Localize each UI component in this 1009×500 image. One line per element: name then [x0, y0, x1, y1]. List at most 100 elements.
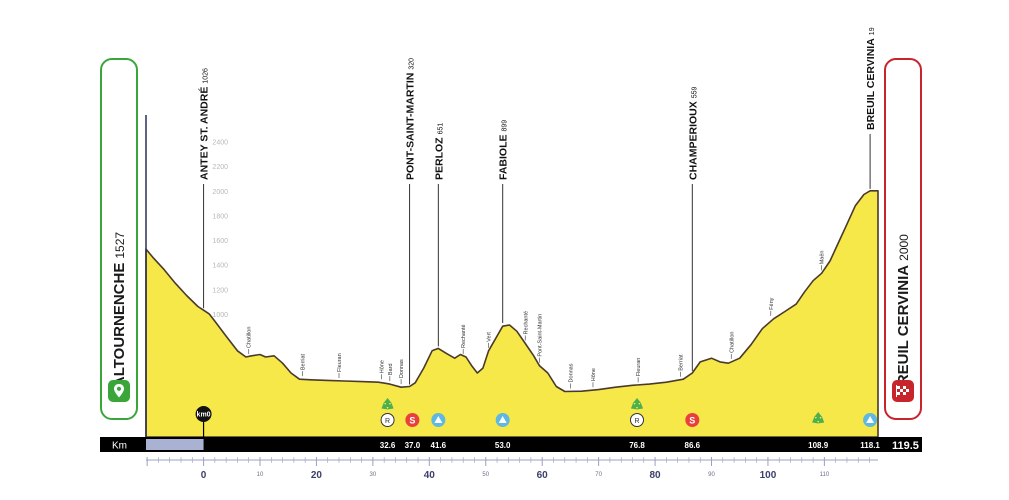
- km-bar-background: [100, 437, 922, 452]
- feed-zone-label: R: [634, 418, 639, 425]
- waypoint-label: Berriat: [678, 354, 684, 371]
- recycle-arrow: [383, 398, 392, 407]
- peak-label: ANTEY ST. ANDRÉ 1026: [198, 68, 211, 180]
- finish-panel: BREUIL CERVINIA2000: [884, 58, 922, 420]
- x-major-tick-label: 100: [760, 470, 777, 481]
- climb-triangle: [866, 416, 875, 423]
- x-minor-tick-label: 70: [595, 472, 602, 478]
- x-minor-tick-label: 10: [257, 472, 264, 478]
- x-axis: 0 20 40 60 80 100 10 30 50 70 90 110: [146, 457, 878, 481]
- waypoint-label: Bard: [388, 363, 394, 375]
- waypoint-labels: Chatillon Berriat Fleuran Hône Bard Donnas Rec…: [247, 251, 826, 389]
- peak-name: CHAMPERIOUX: [687, 101, 699, 180]
- y-tick-label: 1000: [212, 312, 228, 319]
- km-bar: Km 119.5 32.6 37.0 41.6 53.0 76.8 86.6 108.9 118.…: [100, 406, 922, 452]
- y-tick-label: 1200: [212, 287, 228, 294]
- waypoint-label: Rechanté: [523, 311, 529, 335]
- sprint-circle: [405, 413, 420, 427]
- waypoint-label: Berriat: [300, 353, 306, 370]
- km-mark-label: 53.0: [495, 441, 511, 450]
- waypoint-label: Donnas: [399, 359, 405, 378]
- y-axis: 1000 1200 1400 1600 1800 2000 2200 2400: [212, 140, 228, 319]
- recycle-arrow: [381, 402, 391, 410]
- sprint-circle: [685, 413, 700, 427]
- climb-triangle: [434, 416, 443, 423]
- sprint-label: S: [409, 416, 415, 426]
- recycle-icon: [812, 412, 825, 424]
- waypoint-label: Fleuran: [337, 353, 343, 372]
- x-major-tick-label: 20: [311, 470, 323, 481]
- y-tick-label: 2000: [212, 189, 228, 196]
- feed-zone-icon: R: [380, 413, 395, 427]
- climb-icon: [431, 413, 446, 427]
- elevation-profile-area: [145, 190, 879, 438]
- waypoint-label: Hône: [379, 360, 385, 373]
- x-major-tick-label: 40: [424, 470, 436, 481]
- recycle-icon: [381, 398, 394, 410]
- peak-altitude: 559: [691, 86, 698, 98]
- sprint-icon: S: [405, 413, 420, 427]
- neutral-zone: [146, 439, 204, 450]
- x-minor-tick-label: 110: [820, 472, 830, 478]
- km-zero-circle: [195, 406, 212, 422]
- peak-name: BREUIL CERVINIA: [865, 38, 877, 130]
- km-mark-label: 118.1: [860, 441, 880, 450]
- km-mark-label: 37.0: [405, 441, 421, 450]
- peak-altitude: 320: [409, 58, 416, 70]
- climb-triangle: [498, 416, 507, 423]
- peak-name: PERLOZ: [433, 137, 445, 180]
- y-tick-label: 2400: [212, 140, 228, 147]
- waypoint-label: Chatillon: [729, 332, 735, 353]
- km-mark-label: 108.9: [808, 441, 829, 450]
- start-panel: VALTOURNENCHE1527: [100, 58, 138, 420]
- peak-label: PERLOZ 651: [433, 123, 445, 180]
- x-major-tick-label: 80: [650, 470, 662, 481]
- recycle-arrow: [812, 416, 821, 424]
- waypoint-label: Fleuran: [636, 358, 642, 377]
- feed-zone-circle: [380, 413, 395, 427]
- recycle-arrow: [814, 412, 823, 421]
- waypoint-label: Maën: [820, 251, 826, 265]
- peak-name: ANTEY ST. ANDRÉ: [198, 87, 211, 180]
- peak-label: BREUIL CERVINIA 19: [865, 27, 877, 130]
- feed-zone-label: R: [385, 418, 390, 425]
- x-minor-tick-label: 90: [708, 472, 715, 478]
- y-tick-label: 1600: [212, 238, 228, 245]
- y-tick-label: 2200: [212, 164, 228, 171]
- climb-icon: [863, 413, 878, 427]
- peak-labels: ANTEY ST. ANDRÉ1026 PONT-SAINT-MARTIN320P…: [198, 27, 877, 385]
- peak-name: PONT-SAINT-MARTIN: [405, 73, 417, 180]
- y-tick-label: 1800: [212, 213, 228, 220]
- recycle-icon: [630, 398, 644, 410]
- y-tick-label: 1400: [212, 263, 228, 270]
- peak-name: FABIOLE: [498, 134, 510, 180]
- km-zero-pin-icon: km0: [195, 406, 212, 437]
- waypoint-label: Fény: [769, 297, 775, 309]
- km-total-label: 119.5: [892, 440, 919, 452]
- feed-zone-circle: [630, 413, 645, 427]
- climb-icon: [495, 413, 510, 427]
- x-major-tick-label: 60: [537, 470, 549, 481]
- km-zero-label: km0: [197, 412, 211, 419]
- feed-zone-icon: R: [630, 413, 645, 427]
- waypoint-label: Donnas: [568, 363, 574, 382]
- peak-label: PONT-SAINT-MARTIN 320: [405, 58, 417, 180]
- peak-label: FABIOLE 899: [498, 120, 510, 180]
- recycle-arrow: [633, 398, 642, 407]
- km-mark-label: 32.6: [380, 441, 396, 450]
- waypoint-label: Vert: [487, 332, 493, 342]
- peak-altitude: 651: [437, 123, 444, 135]
- x-minor-tick-label: 50: [482, 472, 489, 478]
- recycle-arrow: [630, 402, 640, 410]
- waypoint-label: Pont-Saint-Martin: [537, 314, 543, 357]
- km-mark-label: 86.6: [685, 441, 701, 450]
- km-axis-label: Km: [112, 441, 127, 452]
- km-mark-label: 41.6: [431, 441, 447, 450]
- sprint-label: S: [689, 416, 695, 426]
- location-pin-icon: [108, 380, 130, 402]
- peak-altitude: 899: [502, 120, 509, 132]
- checkered-flag-icon: [892, 380, 914, 402]
- peak-label: CHAMPERIOUX 559: [687, 86, 699, 180]
